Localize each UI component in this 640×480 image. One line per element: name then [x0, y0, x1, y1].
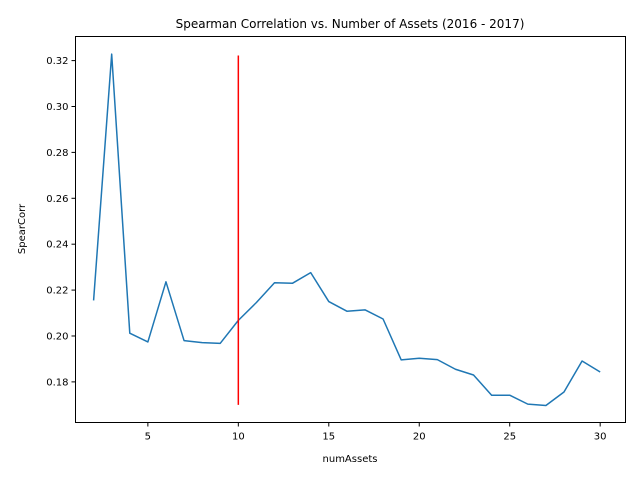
x-tick-label: 15 [322, 432, 335, 443]
axes-frame [75, 36, 626, 423]
x-axis-title: numAssets [323, 454, 378, 465]
chart-title: Spearman Correlation vs. Number of Asset… [176, 17, 525, 31]
y-tick-label: 0.18 [46, 377, 68, 388]
y-tick-label: 0.26 [46, 194, 68, 205]
y-tick-label: 0.20 [46, 331, 68, 342]
x-tick-label: 10 [232, 432, 245, 443]
plot-area: 5 10 15 20 25 30 0.18 0.20 0.22 0.24 0.26 0.28 0.30 0… [46, 53, 607, 443]
y-tick-label: 0.24 [46, 240, 68, 251]
y-tick-label: 0.22 [46, 286, 68, 297]
y-axis-title: SpearCorr [17, 203, 28, 254]
x-tick-label: 30 [594, 432, 607, 443]
y-tick-label: 0.28 [46, 148, 68, 159]
x-tick-label: 20 [413, 432, 426, 443]
x-tick-label: 5 [145, 432, 151, 443]
y-tick-label: 0.32 [46, 56, 68, 67]
x-tick-label: 25 [503, 432, 516, 443]
y-tick-label: 0.30 [46, 102, 68, 113]
